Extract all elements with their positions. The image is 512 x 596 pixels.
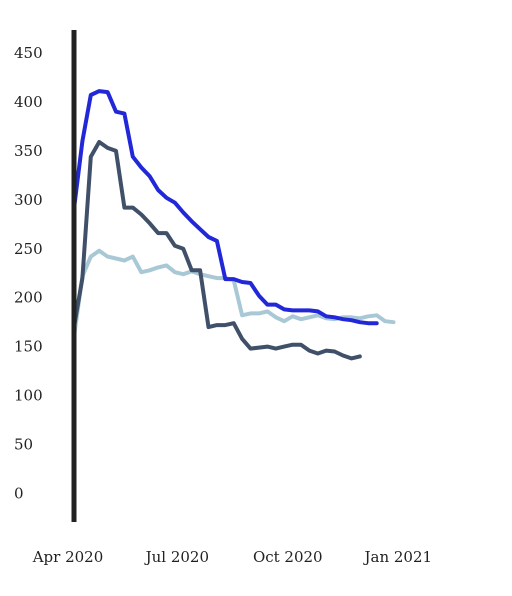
x-tick-label: Oct 2020 [253,548,323,566]
y-tick-label: 0 [14,485,24,503]
x-tick-label: Jul 2020 [144,548,209,566]
y-tick-label: 450 [14,44,43,62]
y-tick-label: 250 [14,240,43,258]
x-axis-ticks: Apr 2020 Jul 2020 Oct 2020 Jan 2021 [32,548,432,566]
y-tick-label: 50 [14,436,33,454]
y-tick-label: 350 [14,142,43,160]
series-line-2 [72,140,362,361]
y-tick-label: 100 [14,387,43,405]
y-tick-label: 200 [14,289,43,307]
y-tick-label: 300 [14,191,43,209]
x-tick-label: Jan 2021 [362,548,432,566]
y-tick-label: 150 [14,338,43,356]
y-axis-ticks: 0 50 100 150 200 250 300 350 400 450 [14,44,43,503]
x-tick-label: Apr 2020 [32,548,104,566]
series-line-1 [72,89,379,326]
series-layer [72,89,396,361]
y-tick-label: 400 [14,93,43,111]
